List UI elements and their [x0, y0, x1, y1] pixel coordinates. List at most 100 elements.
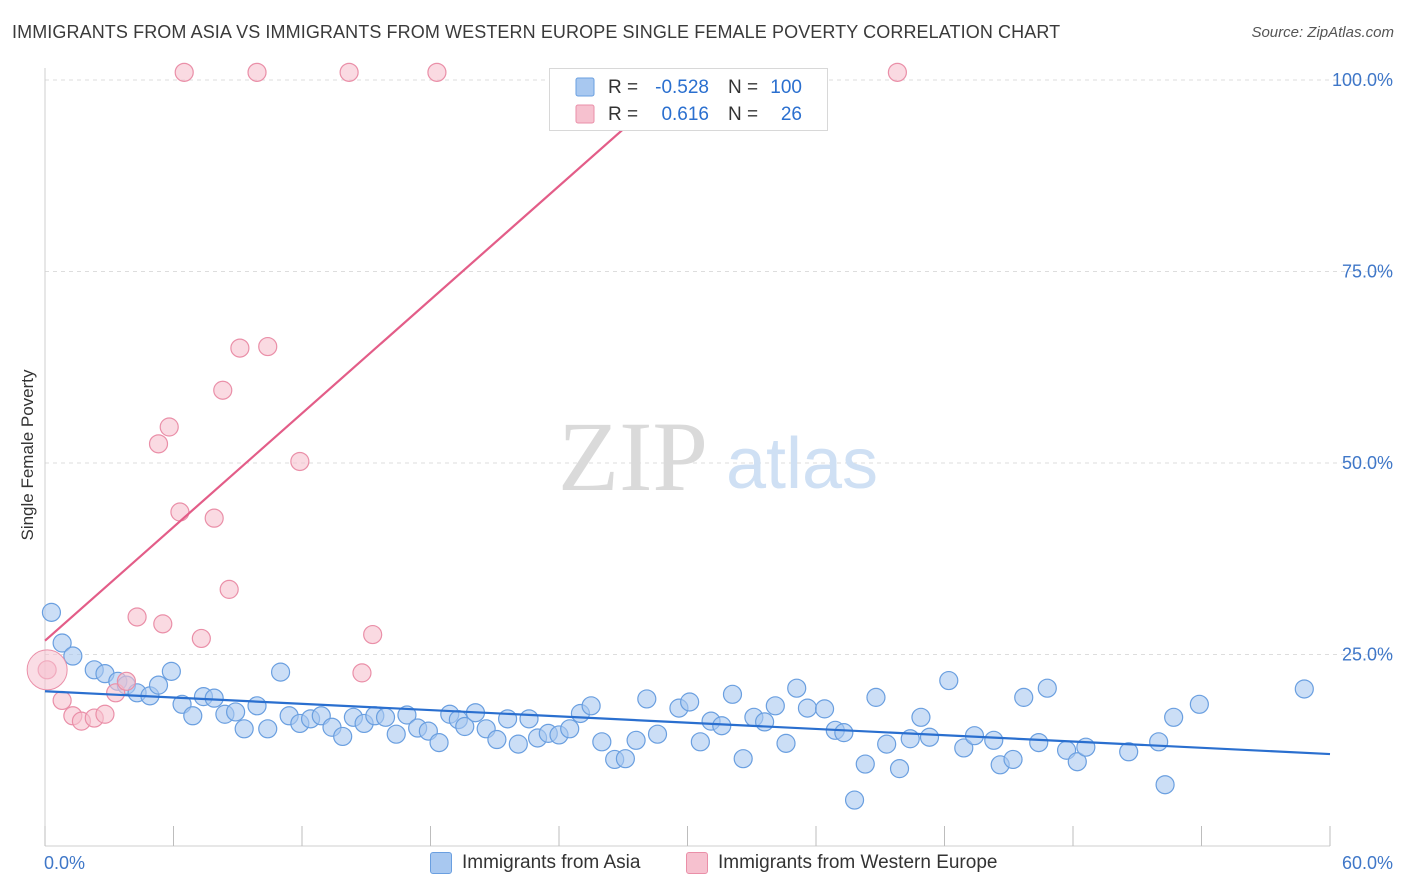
legend-n-label-asia: N =: [728, 77, 758, 98]
asia-point-82: [954, 738, 974, 758]
asia-point-59: [690, 732, 710, 752]
bottom-legend-asia: Immigrants from Asia: [430, 852, 640, 874]
western-europe-point-large: [26, 649, 68, 691]
asia-point-26: [333, 726, 353, 747]
bottom-legend-label-asia: Immigrants from Asia: [462, 852, 641, 873]
asia-point-69: [797, 698, 818, 718]
asia-point-93: [1119, 742, 1139, 762]
asia-point-81: [939, 670, 959, 691]
asia-point-50: [581, 696, 601, 716]
grid-lines: [45, 79, 1392, 655]
legend-n-value-asia: 100: [770, 77, 802, 98]
western-europe-point-25: [427, 62, 447, 82]
asia-point-10: [161, 661, 181, 681]
asia-point-41: [487, 729, 507, 750]
asia-point-16: [226, 702, 246, 722]
asia-point-63: [733, 749, 753, 769]
asia-point-97: [1189, 694, 1209, 714]
western-europe-point-22: [339, 62, 359, 82]
asia-point-86: [1003, 749, 1023, 770]
asia-point-72: [834, 723, 854, 743]
asia-point-62: [722, 684, 743, 704]
asia-point-89: [1037, 678, 1057, 698]
western-europe-point-24: [363, 624, 383, 645]
asia-point-48: [560, 719, 580, 739]
asia-point-98: [1294, 679, 1314, 699]
legend-r-label-western-europe: R =: [608, 104, 638, 125]
asia-point-75: [866, 687, 886, 707]
y-tick-label-2: 75.0%: [1342, 262, 1393, 282]
source-label: Source: ZipAtlas.com: [1251, 24, 1394, 41]
asia-point-65: [754, 712, 775, 732]
western-europe-point-21: [290, 451, 310, 472]
watermark-zip: ZIP: [558, 401, 708, 512]
asia-point-73: [844, 790, 865, 810]
asia-point-51: [592, 732, 612, 752]
asia-point-84: [984, 730, 1004, 750]
x-tick-label-max: 60.0%: [1342, 853, 1393, 873]
asia-point-56: [647, 724, 668, 744]
legend-n-label-western-europe: N =: [728, 104, 758, 125]
asia-point-80: [919, 727, 940, 747]
correlation-legend: R = -0.528 N = 100 R = 0.616 N = 26: [549, 68, 828, 131]
asia-point-2: [63, 646, 83, 666]
asia-point-74: [855, 754, 875, 774]
asia-point-70: [814, 699, 835, 719]
asia-point-0: [41, 602, 62, 622]
asia-point-87: [1014, 687, 1034, 707]
asia-point-19: [258, 719, 278, 739]
western-europe-point-9: [148, 434, 169, 454]
asia-point-32: [397, 705, 417, 725]
asia-point-91: [1067, 752, 1087, 772]
watermark-atlas: atlas: [726, 424, 878, 504]
watermark: ZIP atlas: [558, 401, 878, 512]
western-europe-point-16: [213, 380, 233, 400]
asia-point-35: [429, 732, 449, 753]
western-europe-point-13: [174, 62, 194, 82]
asia-point-58: [680, 692, 700, 712]
legend-r-value-western-europe: 0.616: [661, 104, 709, 125]
y-tick-label-0: 25.0%: [1342, 645, 1393, 665]
asia-point-76: [877, 734, 897, 754]
asia-point-20: [270, 662, 291, 682]
asia-point-1: [52, 633, 72, 653]
western-europe-point-11: [159, 417, 179, 437]
x-tick-label-min: 0.0%: [44, 853, 85, 873]
bottom-legend-western-europe: Immigrants from Western Europe: [686, 852, 997, 874]
bottom-legend-swatch-asia: [430, 852, 452, 874]
asia-point-53: [615, 749, 635, 769]
asia-point-68: [787, 678, 807, 698]
axes: [44, 68, 1331, 847]
western-europe-point-23: [352, 663, 372, 683]
legend-r-value-asia: -0.528: [655, 77, 709, 98]
y-tick-label-3: 100.0%: [1332, 70, 1393, 90]
asia-point-17: [234, 719, 254, 739]
asia-point-88: [1029, 732, 1049, 753]
asia-point-77: [889, 759, 910, 779]
legend-r-label-asia: R =: [608, 77, 638, 98]
trend-line-asia: [44, 690, 1331, 756]
bottom-legend-swatch-western-europe: [686, 852, 708, 874]
asia-point-67: [776, 733, 796, 753]
asia-point-18: [247, 696, 267, 716]
western-europe-point-5: [95, 704, 115, 724]
western-europe-point-7: [116, 671, 136, 691]
asia-point-66: [765, 696, 785, 716]
asia-point-94: [1149, 732, 1169, 752]
legend-swatch-asia: [575, 77, 595, 97]
western-europe-point-20: [258, 336, 278, 357]
asia-point-54: [626, 730, 646, 750]
western-europe-point-12: [170, 502, 190, 522]
asia-point-44: [519, 709, 539, 729]
asia-point-30: [375, 707, 396, 727]
tick-labels: 25.0% 50.0% 75.0% 100.0% 0.0% 60.0%: [44, 70, 1393, 873]
western-europe-point-15: [204, 508, 224, 528]
trend-line-western-europe: [44, 71, 689, 642]
western-europe-point-26: [887, 62, 907, 82]
trend-lines: [44, 71, 1331, 756]
series-asia-points: [41, 602, 1314, 810]
western-europe-point-18: [230, 338, 250, 358]
y-tick-label-1: 50.0%: [1342, 453, 1393, 473]
asia-point-12: [183, 706, 203, 726]
